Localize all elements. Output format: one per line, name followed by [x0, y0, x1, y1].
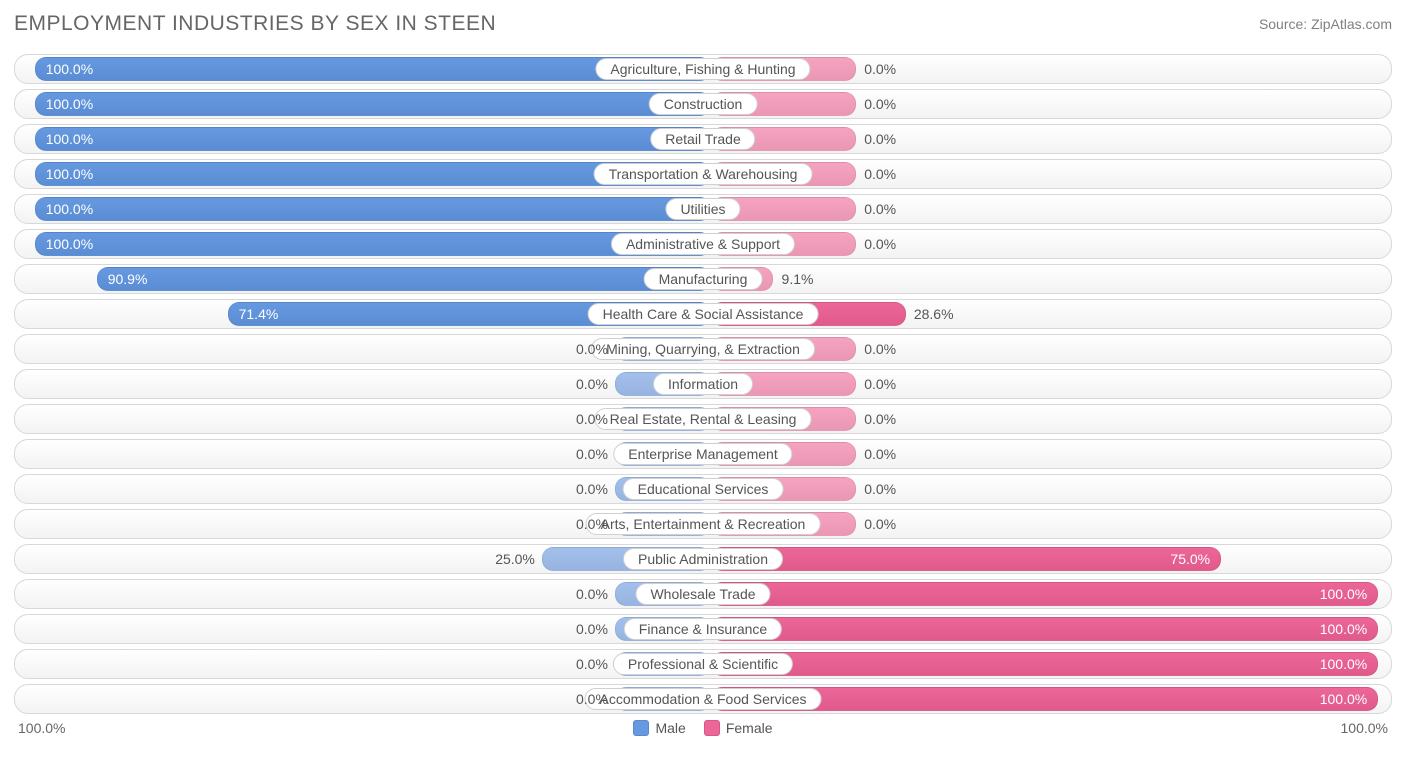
- chart-row: Health Care & Social Assistance 71.4% 28.6…: [14, 299, 1392, 329]
- category-label: Enterprise Management: [613, 443, 792, 465]
- female-value-label: 0.0%: [864, 96, 896, 112]
- chart-row: Manufacturing 90.9% 9.1%: [14, 264, 1392, 294]
- female-value-label: 28.6%: [914, 306, 954, 322]
- chart-row: Wholesale Trade 0.0% 100.0%: [14, 579, 1392, 609]
- female-value-label: 0.0%: [864, 516, 896, 532]
- male-value-label: 0.0%: [576, 376, 608, 392]
- category-label: Educational Services: [623, 478, 784, 500]
- male-value-label: 100.0%: [46, 96, 93, 112]
- female-value-label: 0.0%: [864, 131, 896, 147]
- legend: Male Female: [633, 720, 772, 736]
- male-value-label: 100.0%: [46, 61, 93, 77]
- chart-row: Retail Trade 100.0% 0.0%: [14, 124, 1392, 154]
- female-bar: [711, 617, 1378, 641]
- chart-row: Finance & Insurance 0.0% 100.0%: [14, 614, 1392, 644]
- male-value-label: 0.0%: [576, 691, 608, 707]
- male-value-label: 0.0%: [576, 516, 608, 532]
- chart-row: Information 0.0% 0.0%: [14, 369, 1392, 399]
- category-label: Professional & Scientific: [613, 653, 793, 675]
- swatch-male: [633, 720, 649, 736]
- male-value-label: 100.0%: [46, 201, 93, 217]
- female-bar: [711, 582, 1378, 606]
- legend-female: Female: [704, 720, 773, 736]
- female-value-label: 0.0%: [864, 201, 896, 217]
- chart-row: Construction 100.0% 0.0%: [14, 89, 1392, 119]
- female-value-label: 0.0%: [864, 411, 896, 427]
- category-label: Construction: [649, 93, 758, 115]
- female-value-label: 0.0%: [864, 236, 896, 252]
- female-value-label: 0.0%: [864, 481, 896, 497]
- chart-source: Source: ZipAtlas.com: [1259, 16, 1392, 32]
- chart-row: Educational Services 0.0% 0.0%: [14, 474, 1392, 504]
- chart-footer: 100.0% Male Female 100.0%: [14, 720, 1392, 736]
- chart-row: Administrative & Support 100.0% 0.0%: [14, 229, 1392, 259]
- category-label: Administrative & Support: [611, 233, 795, 255]
- chart-row: Agriculture, Fishing & Hunting 100.0% 0.0%: [14, 54, 1392, 84]
- chart-row: Professional & Scientific 0.0% 100.0%: [14, 649, 1392, 679]
- female-value-label: 0.0%: [864, 376, 896, 392]
- male-value-label: 0.0%: [576, 656, 608, 672]
- legend-male-label: Male: [655, 720, 685, 736]
- male-bar: [35, 127, 712, 151]
- chart-row: Real Estate, Rental & Leasing0.0%0.0%: [14, 404, 1392, 434]
- category-label: Transportation & Warehousing: [594, 163, 813, 185]
- category-label: Agriculture, Fishing & Hunting: [595, 58, 810, 80]
- chart-row: Public Administration 25.0% 75.0%: [14, 544, 1392, 574]
- legend-male: Male: [633, 720, 685, 736]
- female-value-label: 100.0%: [1320, 586, 1367, 602]
- category-label: Information: [653, 373, 753, 395]
- category-label: Public Administration: [623, 548, 783, 570]
- male-value-label: 0.0%: [576, 446, 608, 462]
- category-label: Retail Trade: [650, 128, 755, 150]
- category-label: Real Estate, Rental & Leasing: [595, 408, 812, 430]
- female-value-label: 100.0%: [1320, 621, 1367, 637]
- female-value-label: 100.0%: [1320, 691, 1367, 707]
- category-label: Wholesale Trade: [635, 583, 770, 605]
- male-bar: [35, 197, 712, 221]
- category-label: Mining, Quarrying, & Extraction: [591, 338, 815, 360]
- chart-row: Arts, Entertainment & Recreation0.0%0.0%: [14, 509, 1392, 539]
- female-value-label: 100.0%: [1320, 656, 1367, 672]
- male-value-label: 100.0%: [46, 236, 93, 252]
- axis-right-label: 100.0%: [1341, 720, 1388, 736]
- male-bar: [35, 232, 712, 256]
- chart-row: Mining, Quarrying, & Extraction0.0%0.0%: [14, 334, 1392, 364]
- category-label: Manufacturing: [644, 268, 763, 290]
- category-label: Accommodation & Food Services: [585, 688, 822, 710]
- female-value-label: 9.1%: [782, 271, 814, 287]
- male-value-label: 0.0%: [576, 481, 608, 497]
- chart-body: Agriculture, Fishing & Hunting 100.0% 0.0%…: [14, 54, 1392, 714]
- female-value-label: 0.0%: [864, 166, 896, 182]
- female-value-label: 75.0%: [1170, 551, 1210, 567]
- chart-title: EMPLOYMENT INDUSTRIES BY SEX IN STEEN: [14, 12, 496, 36]
- male-value-label: 100.0%: [46, 131, 93, 147]
- chart-header: EMPLOYMENT INDUSTRIES BY SEX IN STEEN So…: [14, 12, 1392, 36]
- male-value-label: 0.0%: [576, 341, 608, 357]
- legend-female-label: Female: [726, 720, 773, 736]
- category-label: Arts, Entertainment & Recreation: [586, 513, 821, 535]
- category-label: Finance & Insurance: [624, 618, 782, 640]
- female-value-label: 0.0%: [864, 61, 896, 77]
- male-value-label: 0.0%: [576, 621, 608, 637]
- male-value-label: 25.0%: [495, 551, 535, 567]
- axis-left-label: 100.0%: [18, 720, 65, 736]
- male-value-label: 71.4%: [239, 306, 279, 322]
- female-value-label: 0.0%: [864, 341, 896, 357]
- category-label: Utilities: [665, 198, 740, 220]
- male-value-label: 100.0%: [46, 166, 93, 182]
- male-value-label: 90.9%: [108, 271, 148, 287]
- chart-row: Accommodation & Food Services0.0% 100.0%: [14, 684, 1392, 714]
- swatch-female: [704, 720, 720, 736]
- female-bar: [711, 547, 1221, 571]
- female-bar: [711, 652, 1378, 676]
- female-value-label: 0.0%: [864, 446, 896, 462]
- male-value-label: 0.0%: [576, 586, 608, 602]
- male-bar: [97, 267, 712, 291]
- chart-row: Enterprise Management 0.0% 0.0%: [14, 439, 1392, 469]
- chart-row: Utilities 100.0% 0.0%: [14, 194, 1392, 224]
- male-bar: [35, 92, 712, 116]
- chart-row: Transportation & Warehousing 100.0% 0.0%: [14, 159, 1392, 189]
- male-value-label: 0.0%: [576, 411, 608, 427]
- category-label: Health Care & Social Assistance: [588, 303, 819, 325]
